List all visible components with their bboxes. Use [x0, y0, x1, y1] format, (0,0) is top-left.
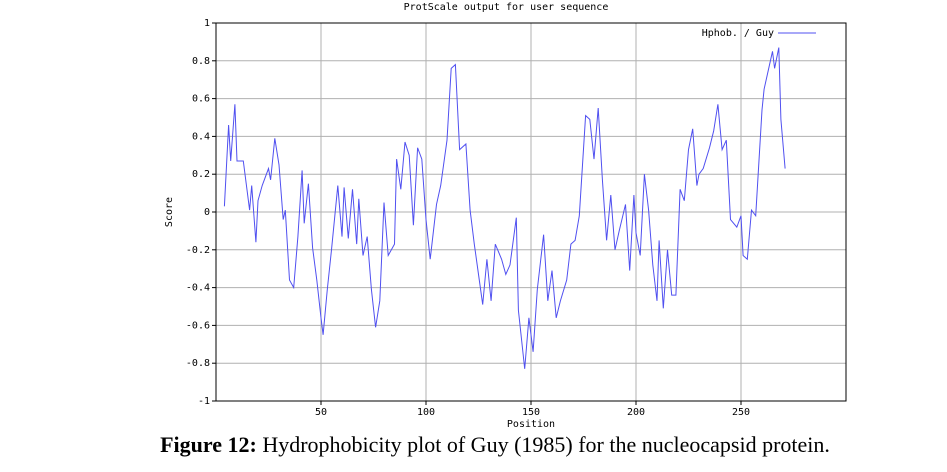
legend-label: Hphob. / Guy: [702, 28, 774, 39]
y-tick-label: 0.2: [192, 169, 210, 180]
x-tick-label: 100: [417, 407, 435, 418]
y-tick-label: 0.6: [192, 94, 210, 105]
x-tick-label: 50: [315, 407, 327, 418]
x-tick-label: 250: [732, 407, 750, 418]
y-tick-label: -0.6: [186, 320, 210, 331]
x-tick-label: 150: [522, 407, 540, 418]
x-axis-label: Position: [507, 419, 555, 430]
y-tick-label: 0: [204, 207, 210, 218]
y-tick-label: -1: [198, 396, 210, 407]
y-tick-label: -0.4: [186, 283, 210, 294]
chart-title: ProtScale output for user sequence: [404, 2, 609, 13]
y-tick-label: 1: [204, 18, 210, 29]
caption-label: Figure 12:: [160, 432, 257, 457]
caption-text: Hydrophobicity plot of Guy (1985) for th…: [262, 432, 830, 457]
y-tick-label: -0.8: [186, 358, 210, 369]
plot-frame: [215, 22, 847, 402]
data-line: [223, 47, 786, 369]
y-tick-label: -0.2: [186, 245, 210, 256]
y-tick-label: 0.8: [192, 56, 210, 67]
chart: ProtScale output for user sequence Posit…: [164, 2, 847, 430]
y-axis-label: Score: [164, 197, 175, 227]
caption: Figure 12: Hydrophobicity plot of Guy (1…: [0, 432, 947, 458]
y-tick-label: 0.4: [192, 131, 210, 142]
x-tick-label: 200: [627, 407, 645, 418]
